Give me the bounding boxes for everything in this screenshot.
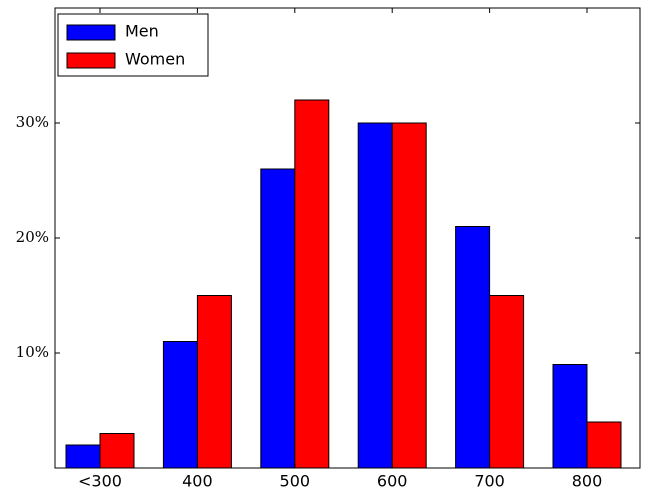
x-tick-label: 500: [280, 472, 311, 491]
bar: [260, 168, 296, 469]
y-tick-label: 20%: [16, 228, 49, 246]
bar: [99, 433, 135, 469]
bar: [162, 341, 198, 469]
bar: [357, 122, 393, 469]
x-tick-label: 800: [572, 472, 603, 491]
bar: [294, 99, 330, 469]
bar: [586, 421, 622, 469]
x-tick-label: 600: [377, 472, 408, 491]
legend-label: Men: [125, 22, 159, 41]
bar: [196, 295, 232, 469]
bar: [489, 295, 525, 469]
y-tick-label: 30%: [16, 113, 49, 131]
x-tick-label: <300: [78, 472, 122, 491]
x-tick-label: 700: [474, 472, 505, 491]
legend-swatch: [66, 24, 116, 41]
bar: [552, 364, 588, 469]
x-tick-label: 400: [182, 472, 213, 491]
bar: [65, 444, 101, 469]
legend-label: Women: [125, 50, 185, 69]
bar: [455, 226, 491, 469]
legend-swatch: [66, 52, 116, 69]
plot-frame: [54, 7, 641, 469]
y-tick-label: 10%: [16, 343, 49, 361]
bar: [391, 122, 427, 469]
